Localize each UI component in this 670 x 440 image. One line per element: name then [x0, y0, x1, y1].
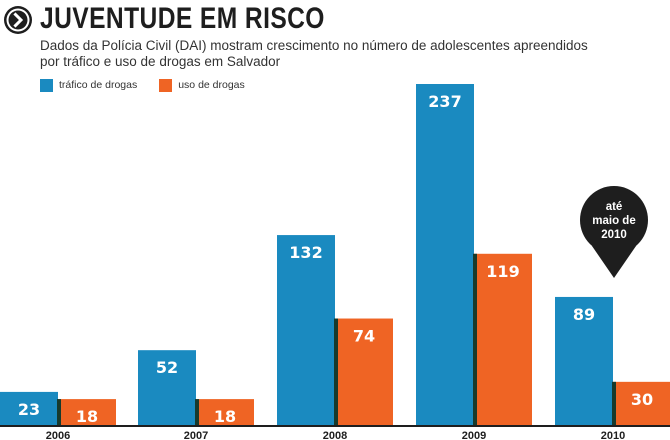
annotation-pin-tail — [592, 246, 636, 278]
bar-uso-2009 — [474, 253, 532, 425]
annotation-pin — [580, 186, 648, 254]
x-tick-label-2007: 2007 — [184, 430, 208, 440]
annotation-text-line-1: até — [606, 201, 623, 213]
bar-uso-2010 — [613, 381, 670, 425]
x-tick-label-2008: 2008 — [323, 430, 347, 440]
bar-uso-2007 — [196, 399, 254, 425]
x-tick-label-2006: 2006 — [46, 430, 70, 440]
annotation-text-line-3: 2010 — [601, 229, 627, 241]
chart-subtitle: Dados da Polícia Civil (DAI) mostram cre… — [40, 38, 588, 69]
bar-divider-2010 — [612, 381, 616, 425]
x-axis-baseline — [0, 425, 670, 427]
bar-trafico-2010 — [555, 296, 613, 425]
bar-trafico-2009 — [416, 84, 474, 425]
annotation-text-line-2: maio de — [592, 215, 635, 227]
legend-swatch-trafico — [40, 78, 53, 92]
bar-uso-2006 — [58, 399, 116, 425]
legend-item-uso: uso de drogas — [159, 78, 245, 92]
legend-label-trafico: tráfico de drogas — [59, 79, 138, 91]
bar-divider-2008 — [334, 318, 338, 425]
legend: tráfico de drogas uso de drogas — [40, 78, 267, 92]
data-label-uso-2010: 30 — [631, 390, 653, 409]
data-label-trafico-2007: 52 — [156, 358, 178, 377]
bar-trafico-2008 — [277, 235, 335, 425]
bar-trafico-2006 — [0, 391, 58, 425]
data-label-trafico-2008: 132 — [289, 243, 322, 262]
chart-title: JUVENTUDE EM RISCO — [40, 2, 325, 35]
data-label-trafico-2010: 89 — [573, 305, 595, 324]
chevron-right-circle-icon — [4, 6, 32, 34]
data-label-uso-2008: 74 — [353, 327, 375, 346]
x-tick-label-2010: 2010 — [601, 430, 625, 440]
bar-divider-2007 — [195, 399, 199, 425]
data-label-uso-2006: 18 — [76, 407, 98, 426]
legend-label-uso: uso de drogas — [178, 79, 245, 91]
data-label-uso-2007: 18 — [214, 407, 236, 426]
bar-divider-2009 — [473, 253, 477, 425]
data-label-uso-2009: 119 — [486, 262, 519, 281]
bar-uso-2008 — [335, 318, 393, 425]
bar-trafico-2007 — [138, 350, 196, 425]
bar-divider-2006 — [57, 399, 61, 425]
legend-swatch-uso — [159, 78, 173, 92]
legend-item-trafico: tráfico de drogas — [40, 78, 138, 92]
data-label-trafico-2006: 23 — [18, 400, 40, 419]
data-label-trafico-2009: 237 — [428, 92, 461, 111]
x-tick-label-2009: 2009 — [462, 430, 486, 440]
